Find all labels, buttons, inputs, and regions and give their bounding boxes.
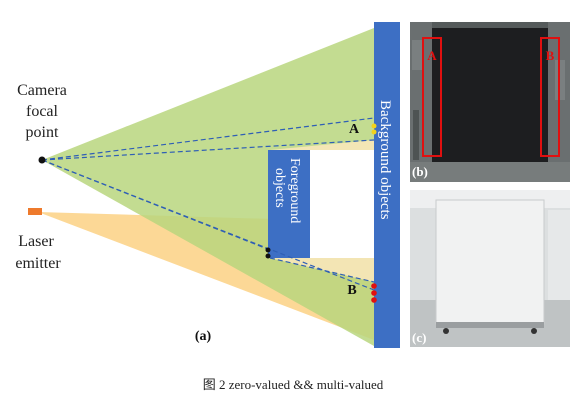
laser-label-line-2: emitter [15,255,61,272]
background-objects-label: Background objects [377,100,393,220]
laser-label-line-1: Laser [18,233,54,250]
foreground-edge-dot [266,254,271,259]
foreground-objects-label-line-1: Foreground [287,158,302,223]
panel-b-label: (b) [412,164,428,179]
camera-label-line-2: focal [26,103,59,120]
foreground-objects-label-line-2: objects [272,168,287,208]
point-b-markers [371,283,377,303]
point-a-label: A [349,122,360,137]
panel-c-label: (c) [412,330,426,345]
figure-caption: 图 2 zero-valued && multi-valued [0,374,586,393]
photo-panel: (c) [410,190,570,347]
point-b-label: B [347,283,356,298]
camera-label-line-1: Camera [17,82,67,99]
camera-focal-point-dot [39,157,46,164]
depth-marker-a-label: A [427,48,437,63]
foreground-edge-dot [266,248,271,253]
depth-image-panel: A B (b) [410,22,570,182]
depth-marker-b-label: B [546,48,555,63]
laser-emitter-icon [28,208,42,215]
camera-label-line-3: point [26,124,59,141]
panel-a-label: (a) [195,329,212,344]
